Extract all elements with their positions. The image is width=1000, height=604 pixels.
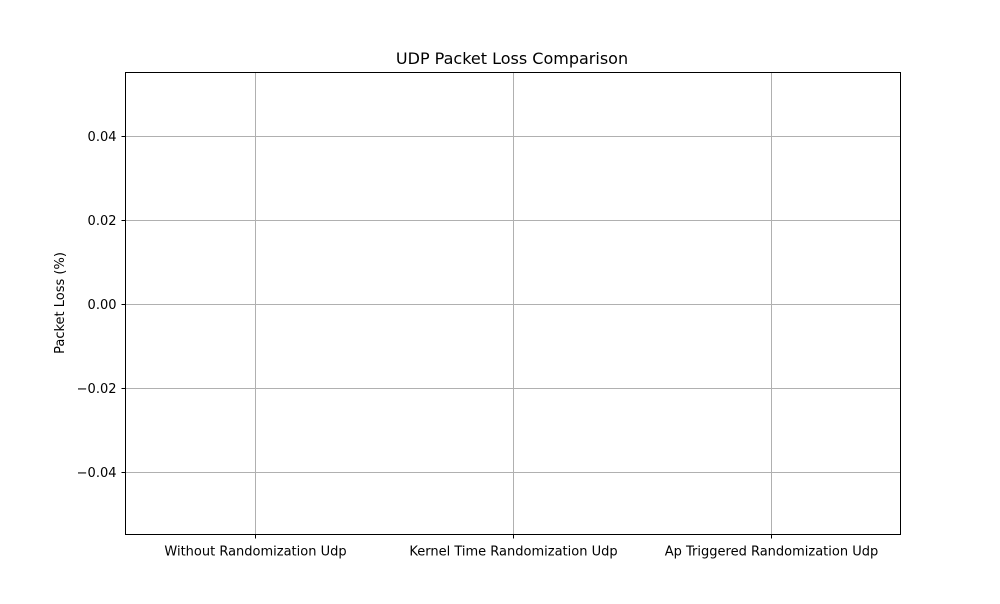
x-tick-label: Without Randomization Udp [164, 545, 346, 560]
y-tick-label: 0.02 [88, 214, 117, 229]
x-tick-label: Kernel Time Randomization Udp [409, 545, 617, 560]
grid-layer [125, 72, 901, 535]
x-tick-label: Ap Triggered Randomization Udp [665, 545, 878, 560]
y-tick-label: −0.02 [77, 382, 117, 397]
y-tick-label: −0.04 [77, 466, 117, 481]
y-tick-label: 0.04 [88, 130, 117, 145]
chart-title: UDP Packet Loss Comparison [396, 49, 628, 68]
y-axis-label: Packet Loss (%) [53, 252, 68, 354]
y-tick-label: 0.00 [88, 298, 117, 313]
tick-layer: −0.04 −0.02 0.00 0.02 0.04 Without Randomizat… [77, 130, 879, 560]
